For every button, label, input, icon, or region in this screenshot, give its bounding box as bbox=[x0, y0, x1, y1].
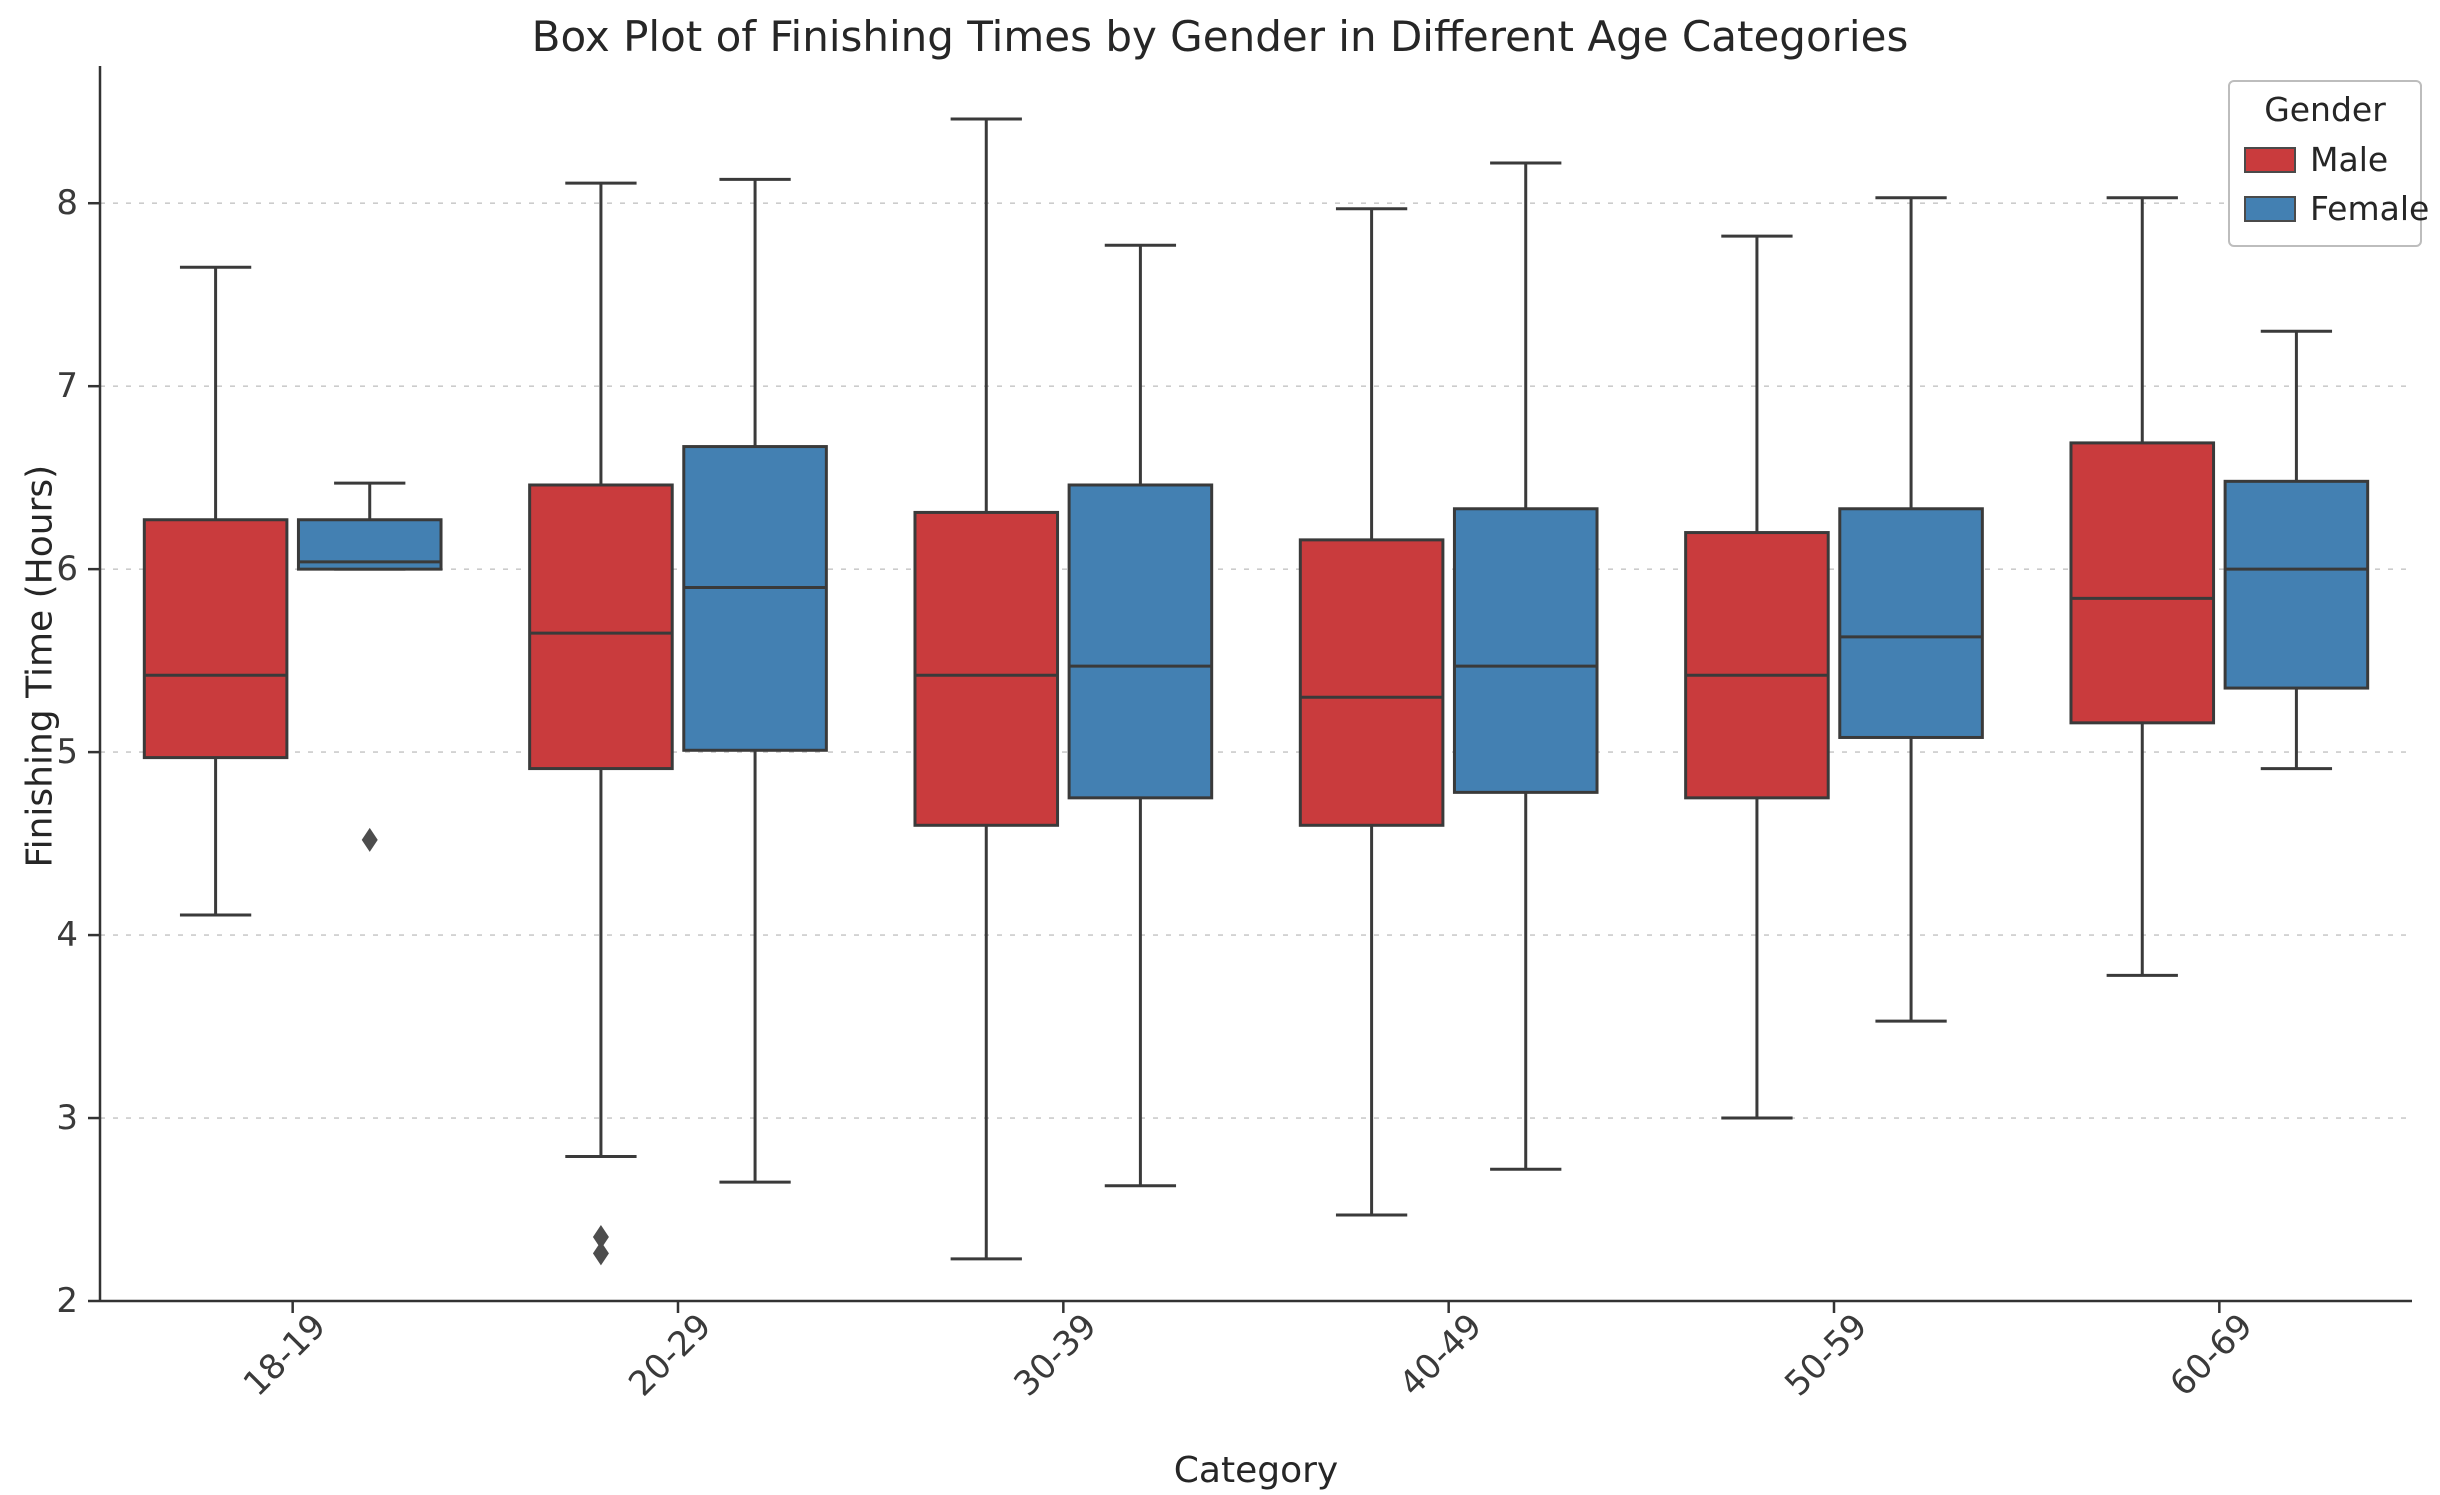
box-male-30-39 bbox=[913, 510, 1060, 827]
y-tick-label: 6 bbox=[56, 549, 78, 589]
box-female-50-59 bbox=[1838, 507, 1984, 739]
legend: Gender Male Female bbox=[2228, 80, 2429, 247]
x-tick-label: 30-39 bbox=[1006, 1306, 1104, 1404]
legend-label-female: Female bbox=[2310, 189, 2430, 228]
y-axis-label: Finishing Time (Hours) bbox=[19, 464, 61, 868]
outlier-marker bbox=[592, 1224, 609, 1249]
outlier-marker bbox=[592, 1241, 609, 1266]
legend-label-male: Male bbox=[2310, 140, 2389, 179]
y-tick-label: 5 bbox=[56, 732, 78, 772]
x-tick-label: 50-59 bbox=[1777, 1306, 1875, 1404]
legend-title: Gender bbox=[2264, 90, 2386, 129]
y-tick-label: 2 bbox=[56, 1281, 78, 1321]
y-tick-label: 3 bbox=[56, 1098, 78, 1138]
box-female-30-39 bbox=[1067, 483, 1214, 800]
legend-item-female: Female bbox=[2230, 184, 2429, 233]
y-tick-label: 7 bbox=[56, 366, 78, 406]
x-tick-label: 40-49 bbox=[1392, 1306, 1490, 1404]
x-axis-label: Category bbox=[1173, 1450, 1339, 1491]
legend-item-male: Male bbox=[2230, 135, 2420, 184]
chart-title: Box Plot of Finishing Times by Gender in… bbox=[531, 12, 1909, 61]
box-male-18-19 bbox=[142, 518, 289, 760]
female-color-swatch bbox=[2244, 195, 2296, 222]
box-female-60-69 bbox=[2223, 479, 2370, 690]
box-female-20-29 bbox=[682, 445, 828, 752]
x-tick-label: 20-29 bbox=[621, 1306, 719, 1404]
male-color-swatch bbox=[2244, 146, 2296, 173]
outlier-marker bbox=[361, 827, 378, 852]
box-male-60-69 bbox=[2069, 441, 2216, 725]
x-tick-label: 60-69 bbox=[2162, 1306, 2260, 1404]
y-tick-label: 4 bbox=[56, 915, 78, 955]
y-tick-label: 8 bbox=[56, 183, 78, 223]
box-male-20-29 bbox=[528, 483, 674, 771]
x-tick-label: 18-19 bbox=[236, 1306, 334, 1404]
box-male-50-59 bbox=[1684, 531, 1830, 800]
box-male-40-49 bbox=[1298, 538, 1445, 827]
box-female-40-49 bbox=[1452, 507, 1599, 794]
